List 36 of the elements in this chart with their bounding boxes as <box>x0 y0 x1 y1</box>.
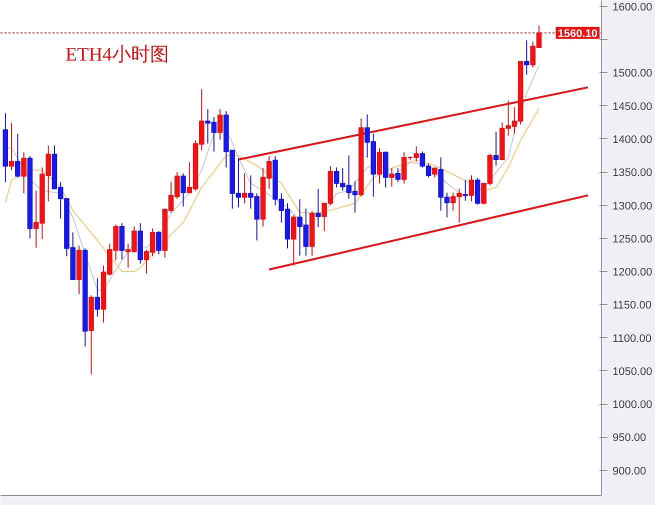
candlestick <box>389 168 394 188</box>
candlestick <box>462 180 468 202</box>
candlestick <box>290 214 296 266</box>
y-tick-label: 1600.00 <box>612 1 652 14</box>
candlestick <box>119 222 125 260</box>
ref-line-label: 1560.10 <box>558 28 598 40</box>
y-tick-label: 1500.00 <box>612 68 652 80</box>
candlestick <box>15 133 20 178</box>
candlestick <box>316 188 321 228</box>
line-series <box>4 108 540 272</box>
y-tick-label: 900.00 <box>612 465 646 478</box>
candlestick <box>524 40 530 76</box>
y-tick-label: 1100.00 <box>612 332 652 345</box>
y-tick-label: 1450.00 <box>612 100 652 113</box>
text: ETH4小时图 <box>66 44 169 66</box>
candlestick <box>217 108 223 140</box>
y-tick-label: 950.00 <box>612 432 646 444</box>
candlestick <box>242 172 248 204</box>
candlestick <box>468 174 474 202</box>
y-tick-label: 1250.00 <box>612 233 652 246</box>
y-tick-label: 1300.00 <box>612 200 652 212</box>
y-tick-label: 1150.00 <box>612 300 652 312</box>
y-tick-label: 1400.00 <box>612 134 652 146</box>
candlestick <box>376 148 382 184</box>
y-tick-label: 1350.00 <box>612 167 652 180</box>
candlestick <box>8 122 14 171</box>
candlestick <box>493 131 499 166</box>
y-tick-label: 1000.00 <box>612 399 652 412</box>
candlestick <box>156 230 162 255</box>
candlestick <box>395 168 401 183</box>
candlestick <box>21 152 26 194</box>
candlestick <box>180 172 186 208</box>
candlestick <box>474 178 480 206</box>
candlestick <box>94 278 100 318</box>
y-tick-label: 1050.00 <box>612 366 652 378</box>
y-tick-label: 1200.00 <box>612 266 652 279</box>
